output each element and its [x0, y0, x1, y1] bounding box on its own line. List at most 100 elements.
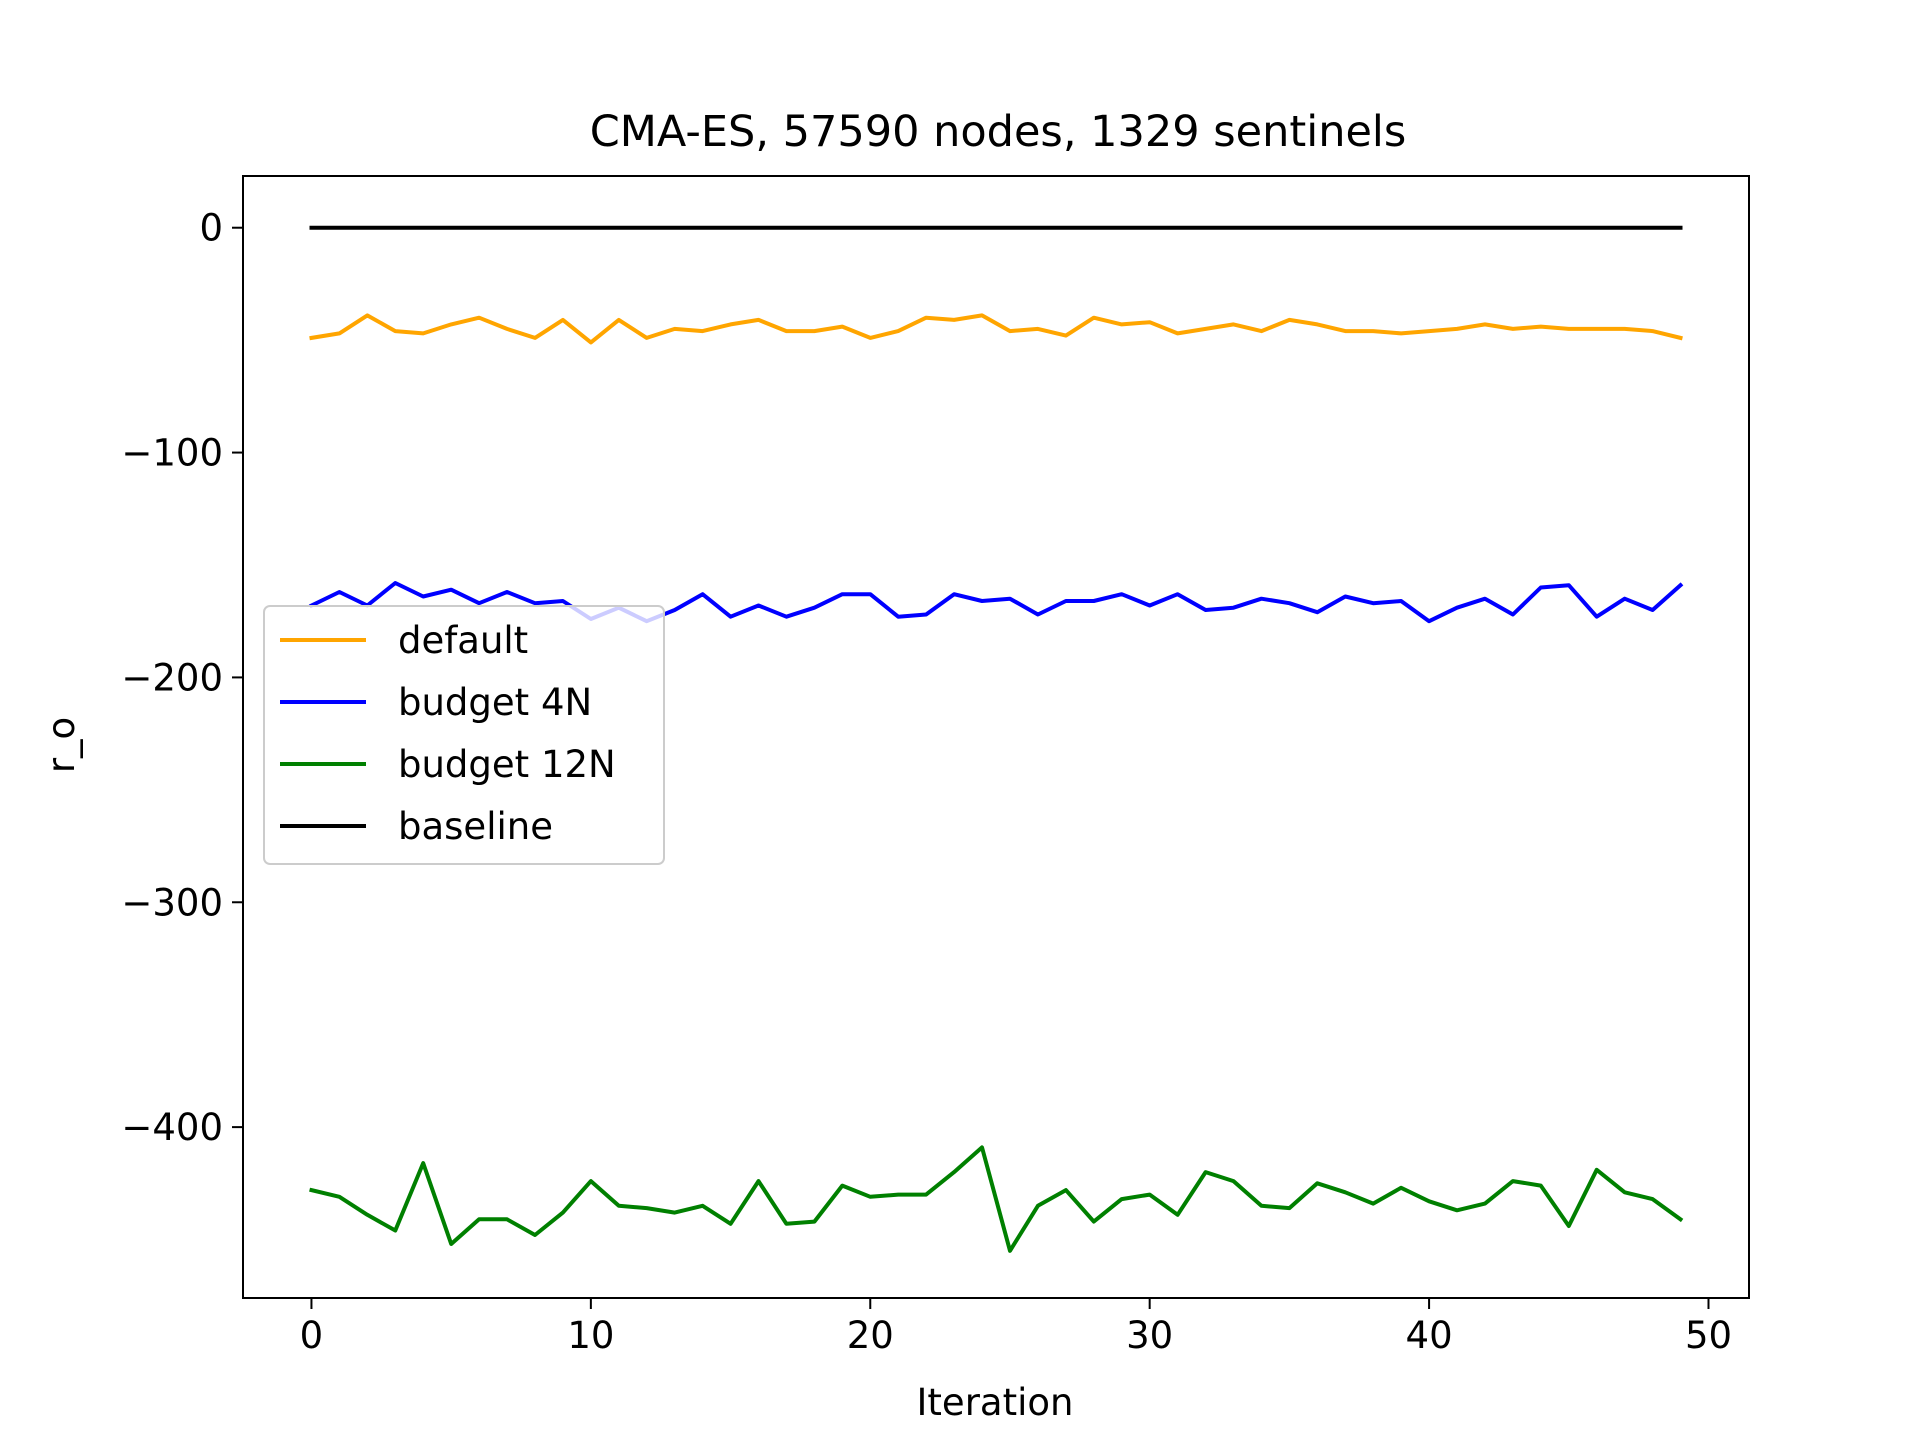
data-point: [478, 602, 480, 604]
data-point: [1260, 330, 1262, 332]
data-point: [813, 330, 816, 332]
data-point: [730, 323, 732, 325]
data-point: [925, 613, 927, 616]
data-point: [897, 1194, 899, 1196]
data-point: [1232, 1180, 1235, 1182]
series-line: [308, 581, 1684, 624]
data-point: [1009, 1250, 1011, 1252]
data-point: [1177, 593, 1179, 595]
data-point: [394, 1229, 396, 1232]
data-point: [1540, 227, 1542, 229]
data-point: [646, 1207, 648, 1209]
data-point: [478, 1218, 480, 1220]
data-point: [1177, 332, 1179, 334]
data-point: [1093, 600, 1095, 602]
data-point: [925, 1194, 927, 1196]
data-point: [785, 227, 788, 229]
data-point: [310, 1189, 313, 1191]
data-point: [1652, 1198, 1654, 1200]
data-point: [1037, 613, 1039, 616]
data-point: [1484, 323, 1486, 325]
data-point: [562, 1212, 564, 1214]
data-point: [1121, 227, 1123, 229]
series-layer: [308, 225, 1684, 1253]
data-point: [534, 337, 536, 339]
data-point: [1512, 227, 1514, 229]
data-point: [1540, 1185, 1542, 1187]
data-point: [394, 582, 396, 584]
data-point: [1260, 598, 1262, 600]
data-point: [813, 1221, 816, 1223]
data-point: [1149, 227, 1151, 229]
data-point: [1093, 227, 1095, 229]
data-point: [422, 227, 424, 229]
data-point: [1121, 323, 1123, 325]
data-point: [730, 227, 732, 229]
data-point: [1065, 227, 1067, 229]
series-baseline: [309, 225, 1683, 230]
data-point: [785, 616, 788, 618]
data-point: [1568, 227, 1570, 229]
data-point: [338, 227, 340, 229]
data-point: [1093, 1221, 1095, 1223]
legend-item[interactable]: baseline: [280, 805, 553, 848]
series-budget-12n: [309, 1145, 1684, 1253]
data-point: [1065, 335, 1067, 337]
data-point: [1065, 600, 1067, 602]
data-point: [1232, 607, 1235, 609]
plot-frame: [242, 175, 1750, 1299]
data-point: [897, 330, 899, 332]
legend-item[interactable]: default: [280, 619, 528, 662]
data-point: [1344, 227, 1346, 229]
data-point: [1288, 602, 1290, 604]
data-point: [1009, 330, 1011, 332]
data-point: [1512, 328, 1514, 330]
data-point: [338, 1196, 340, 1198]
x-tick-label: 30: [1126, 1314, 1173, 1357]
data-point: [953, 227, 955, 229]
data-point: [534, 602, 536, 604]
data-point: [1177, 227, 1179, 229]
data-point: [1679, 227, 1682, 229]
legend[interactable]: default budget 4N budget 12N baseline: [263, 605, 665, 865]
y-tick-label: −100: [121, 432, 223, 475]
data-point: [730, 616, 732, 618]
y-tick-label: −400: [121, 1106, 223, 1149]
data-point: [841, 326, 843, 328]
data-point: [981, 1146, 983, 1148]
data-point: [1344, 330, 1346, 332]
data-point: [757, 319, 760, 321]
data-point: [1652, 609, 1654, 611]
data-point: [1624, 598, 1626, 600]
data-point: [450, 323, 452, 325]
series-line: [309, 313, 1683, 345]
data-point: [1428, 227, 1430, 229]
data-point: [1372, 1203, 1374, 1205]
data-point: [1596, 227, 1598, 229]
data-point: [1009, 227, 1011, 229]
data-point: [785, 1223, 788, 1225]
legend-label: budget 12N: [398, 743, 616, 786]
data-point: [646, 227, 648, 229]
data-point: [702, 330, 704, 332]
data-point: [1121, 1198, 1123, 1200]
data-point: [1484, 1203, 1486, 1205]
data-point: [1428, 620, 1430, 622]
legend-item[interactable]: budget 12N: [280, 743, 616, 786]
data-point: [730, 1223, 732, 1225]
data-point: [1149, 321, 1151, 323]
legend-item[interactable]: budget 4N: [280, 681, 592, 724]
data-point: [1009, 598, 1011, 600]
data-point: [590, 1180, 592, 1182]
data-point: [1316, 1182, 1318, 1184]
data-point: [897, 616, 899, 618]
data-point: [813, 227, 816, 229]
data-point: [1149, 1194, 1151, 1196]
data-point: [1205, 227, 1207, 229]
legend-label: budget 4N: [398, 681, 592, 724]
chart-title: CMA-ES, 57590 nodes, 1329 sentinels: [590, 107, 1407, 157]
data-point: [674, 609, 676, 611]
data-point: [1679, 337, 1682, 339]
data-point: [366, 1214, 368, 1216]
series-budget-4n: [308, 581, 1684, 624]
